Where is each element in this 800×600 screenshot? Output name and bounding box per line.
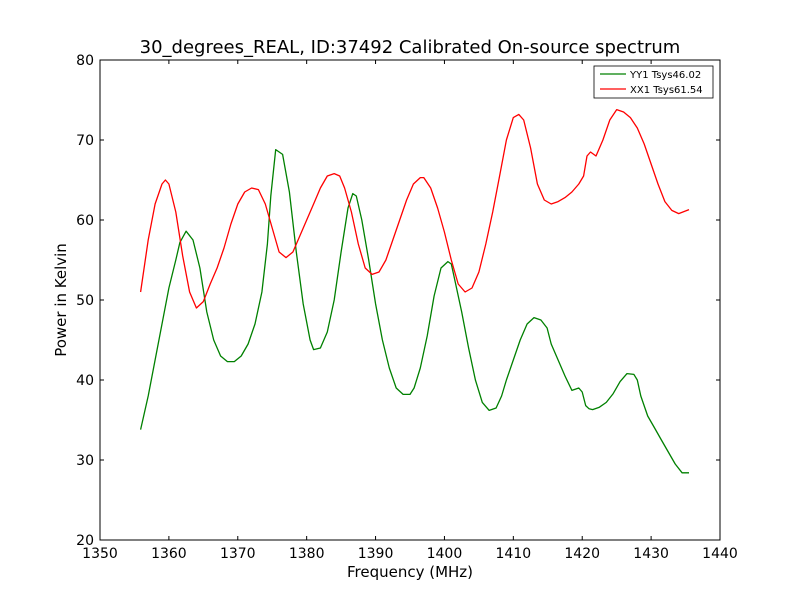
y-tick-label: 40 <box>76 373 94 389</box>
plot-frame <box>99 59 721 541</box>
chart-title: 30_degrees_REAL, ID:37492 Calibrated On-… <box>140 37 681 58</box>
x-tick-label: 1400 <box>427 546 463 562</box>
x-axis-label: Frequency (MHz) <box>347 563 473 581</box>
x-tick-label: 1390 <box>358 546 394 562</box>
legend-frame <box>593 65 714 99</box>
x-tick-label: 1360 <box>151 546 187 562</box>
legend-label-xx1: XX1 Tsys61.54 <box>630 85 703 96</box>
x-tick-label: 1410 <box>496 546 532 562</box>
y-tick-label: 60 <box>76 213 94 229</box>
x-tick-label: 1350 <box>82 546 118 562</box>
y-tick-label: 30 <box>76 453 94 469</box>
y-tick-label: 20 <box>76 533 94 549</box>
ticks-layer: 1350 1360 1370 1380 1390 1400 1410 1420 1430 1440… <box>76 53 738 562</box>
y-tick-label: 50 <box>76 293 94 309</box>
x-tick-label: 1430 <box>633 546 669 562</box>
legend-label-yy1: YY1 Tsys46.02 <box>629 70 701 81</box>
x-tick-label: 1420 <box>564 546 600 562</box>
series-layer <box>139 108 690 474</box>
x-tick-label: 1370 <box>220 546 256 562</box>
series-line-xx1 <box>139 108 690 309</box>
x-tick-label: 1440 <box>702 546 738 562</box>
y-axis-label: Power in Kelvin <box>52 243 70 357</box>
plot-area: 1350 1360 1370 1380 1390 1400 1410 1420 1430 1440… <box>76 53 738 562</box>
series-line-yy1 <box>139 148 689 474</box>
x-tick-label: 1380 <box>289 546 325 562</box>
y-tick-label: 70 <box>76 133 94 149</box>
legend: YY1 Tsys46.02 XX1 Tsys61.54 <box>593 65 714 99</box>
y-tick-label: 80 <box>76 53 94 69</box>
